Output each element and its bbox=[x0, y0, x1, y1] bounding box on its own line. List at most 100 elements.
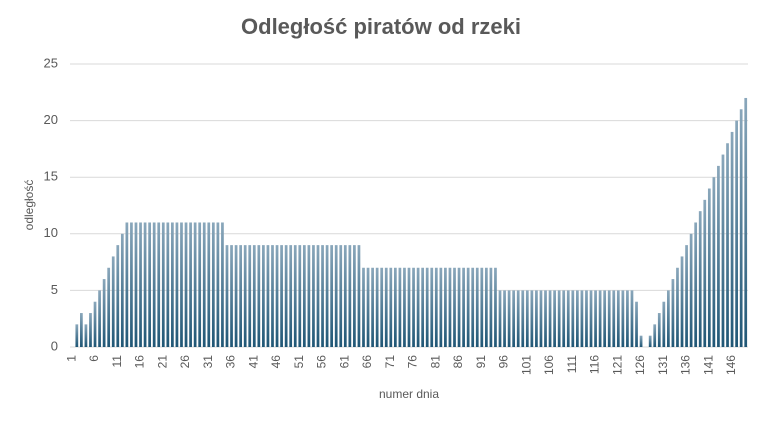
bar bbox=[357, 245, 361, 347]
x-tick-label: 21 bbox=[155, 355, 169, 369]
bar bbox=[653, 324, 657, 347]
bar bbox=[330, 245, 334, 347]
y-tick-label: 10 bbox=[44, 225, 58, 240]
bar bbox=[230, 245, 233, 347]
bar bbox=[671, 279, 675, 347]
x-tick-label: 46 bbox=[269, 355, 283, 369]
y-tick-label: 15 bbox=[44, 169, 58, 184]
x-tick-label: 31 bbox=[201, 355, 215, 369]
x-tick-label: 121 bbox=[610, 355, 624, 375]
x-tick-label: 36 bbox=[224, 355, 238, 369]
bar bbox=[466, 267, 470, 347]
bar bbox=[539, 290, 543, 347]
bar bbox=[657, 313, 661, 347]
bar bbox=[184, 222, 188, 347]
bar bbox=[207, 222, 211, 347]
bar bbox=[516, 290, 520, 347]
bar bbox=[271, 245, 274, 347]
bar bbox=[498, 290, 502, 347]
bar bbox=[171, 222, 174, 347]
bar bbox=[384, 267, 388, 347]
bar bbox=[407, 267, 411, 347]
bar bbox=[571, 290, 575, 347]
bar bbox=[489, 267, 493, 347]
bar bbox=[139, 222, 142, 347]
bar bbox=[544, 290, 547, 347]
bar bbox=[180, 222, 183, 347]
bar bbox=[111, 256, 115, 347]
x-tick-label: 61 bbox=[337, 355, 351, 369]
bar bbox=[166, 222, 170, 347]
bar bbox=[289, 245, 293, 347]
bar bbox=[480, 267, 484, 347]
bar bbox=[562, 290, 566, 347]
bar bbox=[735, 120, 738, 347]
bar bbox=[512, 290, 516, 347]
x-tick-label: 41 bbox=[246, 355, 260, 369]
bar bbox=[353, 245, 356, 347]
bar bbox=[366, 267, 370, 347]
bar bbox=[444, 267, 447, 347]
bar bbox=[616, 290, 620, 347]
bar bbox=[739, 109, 743, 347]
bar bbox=[80, 313, 83, 347]
bar bbox=[425, 267, 429, 347]
bar bbox=[339, 245, 343, 347]
bar bbox=[125, 222, 129, 347]
bar bbox=[157, 222, 161, 347]
bar bbox=[316, 245, 320, 347]
bar bbox=[439, 267, 443, 347]
bar bbox=[603, 290, 607, 347]
bar bbox=[494, 267, 497, 347]
bar bbox=[348, 245, 352, 347]
bar bbox=[362, 267, 365, 347]
bar bbox=[421, 267, 425, 347]
bar bbox=[626, 290, 629, 347]
bar bbox=[557, 290, 561, 347]
bar bbox=[621, 290, 625, 347]
bar bbox=[530, 290, 534, 347]
bar bbox=[398, 267, 402, 347]
bar bbox=[662, 301, 666, 347]
bar bbox=[298, 245, 302, 347]
bar bbox=[585, 290, 588, 347]
bar bbox=[393, 267, 397, 347]
x-tick-label: 136 bbox=[679, 355, 693, 375]
bar bbox=[293, 245, 297, 347]
bar bbox=[198, 222, 202, 347]
bar bbox=[216, 222, 220, 347]
bar bbox=[471, 267, 475, 347]
x-tick-label: 6 bbox=[87, 355, 101, 362]
x-tick-label: 86 bbox=[451, 355, 465, 369]
bar bbox=[380, 267, 384, 347]
bar bbox=[503, 290, 506, 347]
bar bbox=[648, 335, 652, 347]
bar bbox=[717, 165, 720, 347]
bar bbox=[275, 245, 279, 347]
bar bbox=[280, 245, 283, 347]
bar bbox=[84, 324, 88, 347]
bar bbox=[580, 290, 584, 347]
bar bbox=[120, 233, 124, 347]
bar bbox=[130, 222, 133, 347]
bar bbox=[535, 290, 538, 347]
bar bbox=[116, 245, 120, 347]
x-tick-label: 1 bbox=[64, 355, 78, 362]
bar bbox=[575, 290, 579, 347]
bar bbox=[284, 245, 288, 347]
bar bbox=[453, 267, 456, 347]
bar bbox=[694, 222, 698, 347]
bar bbox=[635, 301, 638, 347]
bar bbox=[403, 267, 406, 347]
bar bbox=[639, 335, 643, 347]
x-tick-label: 56 bbox=[315, 355, 329, 369]
bar bbox=[98, 290, 101, 347]
bar bbox=[598, 290, 602, 347]
x-tick-label: 66 bbox=[360, 355, 374, 369]
bar bbox=[707, 188, 711, 347]
bar bbox=[589, 290, 593, 347]
bar bbox=[239, 245, 243, 347]
bar bbox=[202, 222, 206, 347]
bar bbox=[607, 290, 611, 347]
